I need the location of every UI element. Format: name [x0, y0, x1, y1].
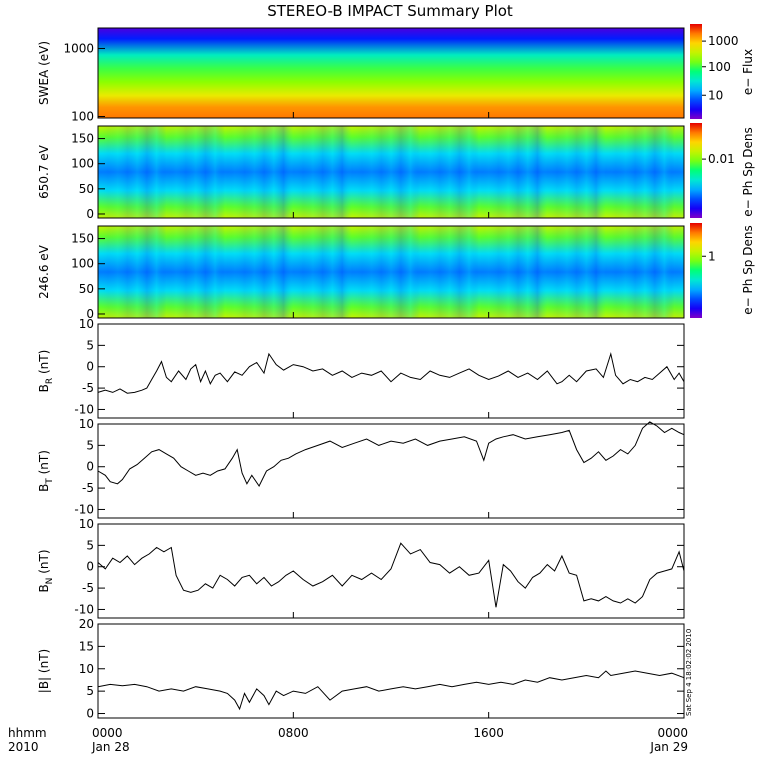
- corner-label-year: 2010: [8, 740, 39, 754]
- time-tick-label: 0000: [657, 726, 688, 740]
- bmag-ytick-label: 15: [79, 639, 94, 653]
- bt-ylabel-unit: (nT): [37, 450, 51, 478]
- bn-ylabel-main: B: [37, 584, 51, 592]
- bmag-frame: [97, 623, 685, 719]
- bt-ytick-label: -5: [82, 481, 94, 495]
- pad246-streaks: [98, 226, 684, 318]
- panel-bn: BN (nT) 10 5 0 -5 -10: [37, 517, 685, 619]
- br-ytick-label: 5: [86, 338, 94, 352]
- bt-ylabel: BT (nT): [37, 450, 55, 492]
- bmag-ylabel-unit: (nT): [37, 649, 51, 677]
- bn-ytick-label: 5: [86, 538, 94, 552]
- br-ytick-label: -5: [82, 381, 94, 395]
- pad650-colorbar: [690, 123, 702, 218]
- swea-ytick-label: 100: [71, 109, 94, 123]
- panel-br: BR (nT) 10 5 0 -5 -10: [37, 317, 685, 419]
- pad246-colorbar-label: e− Ph Sp Dens: [741, 225, 755, 314]
- br-ytick-label: 10: [79, 317, 94, 331]
- pad246-colorbar-tick-label: 1: [708, 249, 716, 263]
- bmag-ytick-label: 5: [86, 684, 94, 698]
- panel-bt: BT (nT) 10 5 0 -5 -10: [37, 417, 685, 519]
- swea-ytick-label: 1000: [63, 41, 94, 55]
- panel-bmag: |B| (nT) Sat Sep 4 18:02:02 2010 20 15 10 5…: [37, 617, 693, 721]
- bmag-ytick-label: 10: [79, 662, 94, 676]
- pad650-frame: [97, 125, 685, 219]
- br-ylabel: BR (nT): [37, 350, 55, 393]
- bn-ytick-label: 10: [79, 517, 94, 531]
- br-series-line: [97, 351, 685, 394]
- swea-colorbar-tick-label: 100: [708, 60, 731, 74]
- swea-colorbar-tick-label: 1000: [708, 34, 739, 48]
- pad246-ytick-label: 50: [79, 282, 94, 296]
- pad246-colorbar-ticks: 1: [702, 249, 716, 263]
- timestamp-stamp: Sat Sep 4 18:02:02 2010: [685, 629, 693, 716]
- bmag-ytick-label: 20: [79, 617, 94, 631]
- pad650-ytick-label: 150: [71, 132, 94, 146]
- br-ytick-label: -10: [74, 402, 94, 416]
- swea-colorbar-ticks: 10 100 1000: [702, 34, 739, 102]
- pad650-ytick-label: 0: [86, 207, 94, 221]
- panel-swea: 100 1000 SWEA (eV) 10 100 1000 e− Flux: [37, 24, 755, 123]
- pad246-ytick-label: 150: [71, 232, 94, 246]
- bn-ylabel: BN (nT): [37, 549, 55, 592]
- pad650-y-axis: 0 50 100 150: [71, 132, 105, 221]
- swea-frame: [97, 27, 685, 119]
- bmag-ytick-label: 0: [86, 707, 94, 721]
- br-ylabel-unit: (nT): [37, 350, 51, 378]
- bn-series-line: [97, 542, 685, 608]
- swea-colorbar: [690, 24, 702, 119]
- br-ytick-label: 0: [86, 360, 94, 374]
- bmag-series-line: [97, 670, 685, 711]
- br-ylabel-sub: R: [45, 378, 55, 384]
- pad246-ylabel: 246.6 eV: [37, 244, 51, 299]
- swea-ylabel: SWEA (eV): [37, 41, 51, 105]
- pad650-ylabel: 650.7 eV: [37, 144, 51, 199]
- bt-ylabel-main: B: [37, 484, 51, 492]
- bn-ylabel-unit: (nT): [37, 549, 51, 577]
- bn-ytick-label: -5: [82, 581, 94, 595]
- time-tick-label: 0000: [92, 726, 123, 740]
- bn-ytick-label: -10: [74, 602, 94, 616]
- pad650-colorbar-tick-label: 0.01: [708, 152, 735, 166]
- swea-y-axis: 100 1000: [63, 41, 105, 123]
- bt-ylabel-sub: T: [45, 478, 55, 485]
- time-tick-label: 0800: [278, 726, 309, 740]
- pad650-ytick-label: 50: [79, 182, 94, 196]
- br-frame: [97, 323, 685, 419]
- pad246-ytick-label: 0: [86, 307, 94, 321]
- bt-ytick-label: 5: [86, 438, 94, 452]
- bt-ytick-label: 10: [79, 417, 94, 431]
- pad650-streaks: [98, 126, 684, 218]
- bt-ytick-label: 0: [86, 460, 94, 474]
- plot-title: STEREO-B IMPACT Summary Plot: [267, 2, 513, 20]
- swea-colorbar-label: e− Flux: [741, 49, 755, 95]
- pad246-colorbar: [690, 223, 702, 318]
- pad246-ytick-label: 100: [71, 257, 94, 271]
- bn-ytick-label: 0: [86, 560, 94, 574]
- br-ylabel-main: B: [37, 384, 51, 392]
- bn-ylabel-sub: N: [45, 578, 55, 585]
- time-tick-label: 1600: [473, 726, 504, 740]
- panel-pad246: 0 50 100 150 246.6 eV 1 e− Ph Sp Dens: [37, 223, 755, 321]
- bt-series-line: [97, 421, 685, 487]
- bt-ytick-label: -10: [74, 502, 94, 516]
- date-label: Jan 29: [649, 740, 688, 754]
- corner-label-hhmm: hhmm: [8, 726, 47, 740]
- date-label: Jan 28: [91, 740, 130, 754]
- pad246-y-axis: 0 50 100 150: [71, 232, 105, 321]
- swea-colorbar-tick-label: 10: [708, 88, 723, 102]
- bn-frame: [97, 523, 685, 619]
- panel-pad650: 0 50 100 150 650.7 eV 0.01 e− Ph Sp Dens: [37, 123, 755, 221]
- bmag-ylabel-main: |B|: [37, 677, 51, 693]
- pad650-colorbar-label: e− Ph Sp Dens: [741, 127, 755, 216]
- pad246-frame: [97, 225, 685, 319]
- pad650-colorbar-ticks: 0.01: [702, 152, 735, 166]
- pad650-ytick-label: 100: [71, 157, 94, 171]
- bt-frame: [97, 423, 685, 519]
- bmag-ylabel: |B| (nT): [37, 649, 51, 693]
- swea-spectrogram-fill: [98, 28, 684, 118]
